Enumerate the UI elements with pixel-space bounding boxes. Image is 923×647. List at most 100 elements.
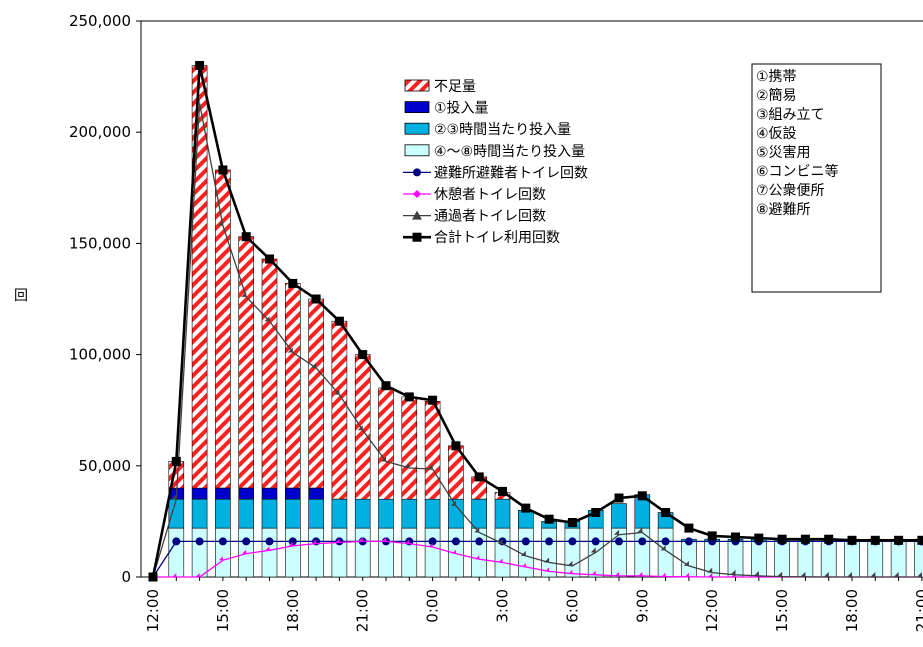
point-marker — [218, 556, 223, 561]
point-marker — [684, 523, 694, 533]
bar-segment — [215, 498, 231, 529]
x-tick-label: 12:00 — [703, 589, 721, 632]
point-marker — [358, 537, 363, 542]
point-marker — [590, 547, 596, 553]
y-tick-label: 200,000 — [69, 123, 131, 141]
note-item: ⑥コンビニ等 — [756, 163, 839, 180]
bar-segment — [284, 283, 301, 489]
bar-segment — [890, 541, 907, 578]
point-marker — [242, 549, 247, 554]
bar-segment — [354, 527, 371, 578]
point-marker — [800, 534, 810, 544]
legend-label: 休憩者トイレ回数 — [434, 186, 546, 203]
x-tick-label: 6:00 — [563, 589, 581, 623]
bar-segment — [261, 487, 278, 500]
bar-segment — [401, 498, 418, 529]
bar-segment — [308, 298, 324, 489]
bar-segment — [191, 527, 208, 578]
point-marker — [847, 572, 853, 578]
bar-segment — [261, 498, 278, 529]
point-marker — [288, 537, 297, 546]
point-marker — [847, 535, 857, 545]
bar-segment — [424, 527, 441, 578]
bar-segment — [424, 400, 441, 500]
x-tick-label: 9:00 — [633, 589, 651, 623]
series-line — [152, 540, 922, 578]
point-marker — [218, 165, 228, 175]
note-item: ③組み立て — [756, 107, 825, 123]
point-marker — [172, 537, 181, 546]
point-marker — [637, 491, 647, 501]
point-marker — [730, 569, 736, 575]
x-tick-label: 0:00 — [424, 589, 442, 623]
bar-segment — [354, 498, 371, 529]
bar-segment — [168, 527, 185, 578]
point-marker — [544, 557, 550, 563]
point-marker — [567, 518, 577, 527]
bar-segment — [215, 527, 231, 578]
point-marker — [241, 232, 251, 242]
point-marker — [451, 537, 460, 546]
bar-segment — [308, 498, 324, 529]
legend-label: 合計トイレ利用回数 — [434, 230, 560, 246]
x-tick-label: 18:00 — [284, 589, 302, 632]
point-marker — [475, 555, 480, 560]
point-marker — [894, 535, 904, 545]
point-marker — [382, 537, 387, 542]
point-marker — [591, 570, 596, 575]
point-marker — [521, 563, 526, 568]
point-marker — [637, 527, 643, 533]
bar-segment — [494, 498, 511, 529]
point-marker — [428, 537, 437, 546]
bar-segment — [331, 498, 348, 529]
y-tick-label: 250,000 — [69, 12, 131, 30]
point-marker — [615, 571, 620, 576]
point-marker — [195, 61, 205, 70]
bar-segment — [914, 541, 923, 578]
point-marker — [753, 570, 759, 576]
point-marker — [171, 494, 177, 500]
point-marker — [870, 535, 880, 545]
point-marker — [475, 537, 484, 546]
point-marker — [521, 503, 531, 513]
point-marker — [683, 560, 689, 566]
point-marker — [545, 567, 550, 572]
note-item: ④仮設 — [756, 126, 797, 142]
point-marker — [731, 532, 740, 542]
bar-segment — [215, 487, 231, 500]
point-marker — [242, 537, 251, 546]
point-marker — [754, 533, 764, 543]
y-tick-label: 100,000 — [69, 346, 131, 364]
point-marker — [265, 254, 274, 264]
point-marker — [707, 531, 717, 541]
point-marker — [451, 441, 461, 451]
axes-layer: 0 50,000 100,000 150,000 200,000 250,000 12:00… — [69, 12, 923, 632]
y-tick-label: 50,000 — [79, 457, 132, 475]
point-marker — [568, 537, 577, 546]
bar-segment — [844, 541, 860, 578]
bar-segment — [378, 498, 394, 529]
note-item: ⑦公衆便所 — [756, 183, 825, 199]
x-tick-label: 12:00 — [144, 589, 162, 632]
bar-segment — [564, 527, 581, 578]
y-axis-title: 回 — [14, 288, 28, 304]
bar-segment — [331, 527, 348, 578]
point-marker — [450, 500, 456, 506]
bar-segment — [238, 498, 254, 529]
legend: 不足量 ①投入量 ②③時間当たり投入量 ④～⑧時間当たり投入量避難所避難者トイレ回数休… — [403, 79, 588, 246]
point-marker — [591, 508, 601, 517]
note-item: ①携帯 — [756, 69, 797, 85]
point-marker — [413, 168, 421, 177]
point-marker — [428, 543, 433, 548]
point-marker — [520, 550, 526, 556]
point-marker — [312, 539, 317, 544]
legend-swatch — [404, 122, 430, 135]
bar-segment — [867, 541, 884, 578]
point-marker — [311, 294, 321, 304]
bar-segment — [238, 236, 254, 489]
y-tick-label: 0 — [121, 568, 131, 586]
point-marker — [498, 486, 507, 496]
note-item: ②簡易 — [756, 88, 797, 104]
point-marker — [334, 389, 340, 395]
